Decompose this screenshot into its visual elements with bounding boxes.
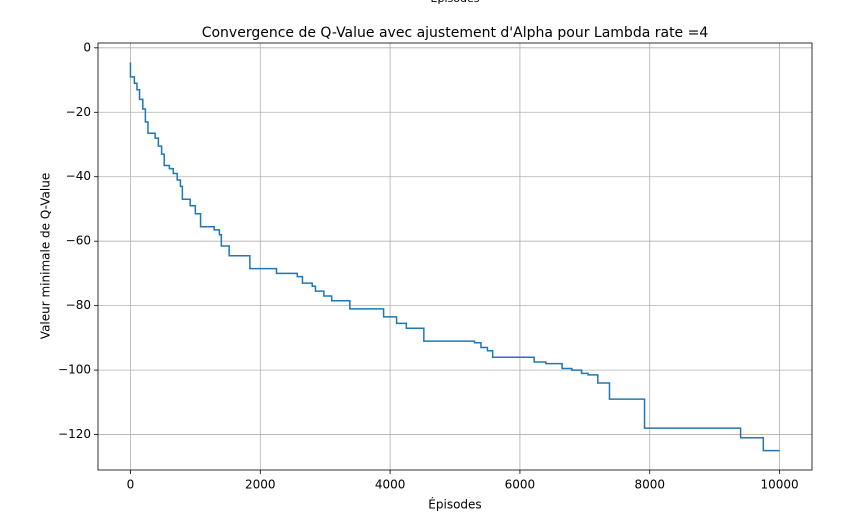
x-tick-label: 2000: [245, 478, 276, 492]
y-tick-label: −60: [66, 234, 91, 248]
plot-frame: [97, 42, 813, 471]
data-line: [129, 62, 780, 452]
chart-title: Convergence de Q-Value avec ajustement d…: [202, 25, 709, 41]
y-tick-label: −80: [66, 298, 91, 312]
x-tick-label: 0: [127, 478, 135, 492]
x-tick-label: 6000: [505, 478, 536, 492]
x-tick-label: 8000: [634, 478, 665, 492]
y-tick-label: −120: [58, 427, 91, 441]
y-tick-label: −40: [66, 169, 91, 183]
y-tick-label: 0: [83, 40, 91, 54]
y-axis-label: Valeur minimale de Q-Value: [39, 173, 53, 339]
x-axis-label: Épisodes: [428, 497, 481, 512]
y-tick-label: −100: [58, 363, 91, 377]
cropped-label: Épisodes: [431, 0, 480, 5]
x-tick-label: 10000: [760, 478, 798, 492]
x-tick-label: 4000: [375, 478, 406, 492]
y-tick-label: −20: [66, 105, 91, 119]
